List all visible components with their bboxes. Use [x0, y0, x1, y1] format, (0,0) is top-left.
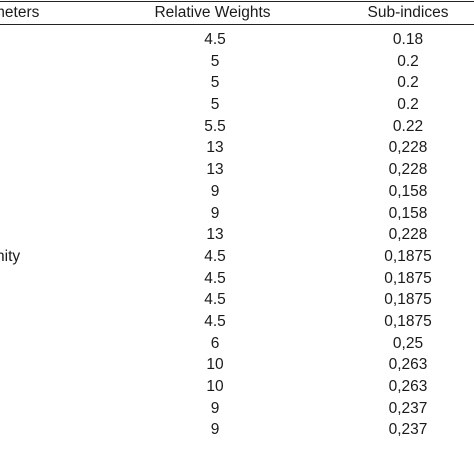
cell-sub-index: 0,158	[388, 204, 428, 222]
cell-relative-weight: 9	[210, 182, 220, 200]
header-bottom-rule	[0, 24, 474, 25]
cell-sub-index: 0,263	[388, 356, 428, 374]
cell-sub-index: 0.22	[392, 117, 424, 135]
table-row: 5 0.2	[0, 94, 474, 116]
cell-sub-index: 0.2	[397, 52, 419, 70]
table-row: 10 0,263	[0, 376, 474, 398]
header-sub-indices: Sub-indices	[367, 4, 449, 21]
cell-relative-weight: 9	[210, 399, 220, 417]
cell-relative-weight: 5	[210, 74, 220, 92]
cell-sub-index: 0,228	[388, 139, 428, 157]
cell-relative-weight: 4.5	[204, 312, 226, 330]
cell-relative-weight: 6	[210, 334, 220, 352]
table-row: 5 0.2	[0, 51, 474, 73]
cell-sub-index: 0,158	[388, 182, 428, 200]
table-row: 6 0,25	[0, 333, 474, 355]
table-top-rule	[0, 1, 474, 2]
cell-relative-weight: 9	[210, 421, 220, 439]
cell-relative-weight: 13	[206, 226, 224, 244]
cell-sub-index: 0.2	[397, 96, 419, 114]
table-row: 4.5 0.18	[0, 29, 474, 51]
cell-sub-index: 0.2	[397, 74, 419, 92]
cell-parameter: nity	[0, 247, 21, 265]
cell-sub-index: 0.18	[392, 31, 424, 48]
table-row: 9 0,158	[0, 203, 474, 225]
cell-relative-weight: 5.5	[204, 117, 226, 135]
table-row: 5 0.2	[0, 72, 474, 94]
cell-relative-weight: 4.5	[204, 247, 226, 265]
cell-relative-weight: 4.5	[204, 291, 226, 309]
cell-sub-index: 0,1875	[384, 312, 432, 330]
cell-relative-weight: 4.5	[204, 269, 226, 287]
cell-sub-index: 0,237	[388, 399, 428, 417]
cell-sub-index: 0,25	[392, 334, 424, 352]
cell-relative-weight: 9	[210, 204, 220, 222]
cell-relative-weight: 10	[206, 378, 224, 395]
table-row: 9 0,237	[0, 398, 474, 420]
table-row: 13 0,228	[0, 137, 474, 159]
table-row: 9 0,237	[0, 419, 474, 441]
table-row: 13 0,228	[0, 224, 474, 246]
header-parameters: meters	[0, 4, 40, 21]
table-body: 4.5 0.18 5 0.2 5 0.2 5 0.2 5.5 0.22 13 0,228 13 0,228…	[0, 29, 474, 441]
table-row: 4.5 0,1875	[0, 289, 474, 311]
cell-sub-index: 0,1875	[384, 269, 432, 287]
cell-relative-weight: 4.5	[204, 31, 226, 48]
cell-relative-weight: 5	[210, 52, 220, 70]
table-row: 13 0,228	[0, 159, 474, 181]
cell-sub-index: 0,228	[388, 226, 428, 244]
cell-sub-index: 0,1875	[384, 291, 432, 309]
table-row: 4.5 0,1875	[0, 311, 474, 333]
table-row: 4.5 0,1875	[0, 268, 474, 290]
cell-relative-weight: 13	[206, 161, 224, 179]
table-row: 9 0,158	[0, 181, 474, 203]
cell-sub-index: 0,237	[388, 421, 428, 439]
table-row: 5.5 0.22	[0, 116, 474, 138]
table-row: 10 0,263	[0, 354, 474, 376]
cell-sub-index: 0,228	[388, 161, 428, 179]
table-header-row: meters Relative Weights Sub-indices	[0, 3, 474, 23]
cell-relative-weight: 13	[206, 139, 224, 157]
cell-sub-index: 0,1875	[384, 247, 432, 265]
cell-relative-weight: 10	[206, 356, 224, 374]
header-relative-weights: Relative Weights	[154, 4, 271, 21]
table-row: nity 4.5 0,1875	[0, 246, 474, 268]
cell-relative-weight: 5	[210, 96, 220, 114]
cell-sub-index: 0,263	[388, 378, 428, 395]
